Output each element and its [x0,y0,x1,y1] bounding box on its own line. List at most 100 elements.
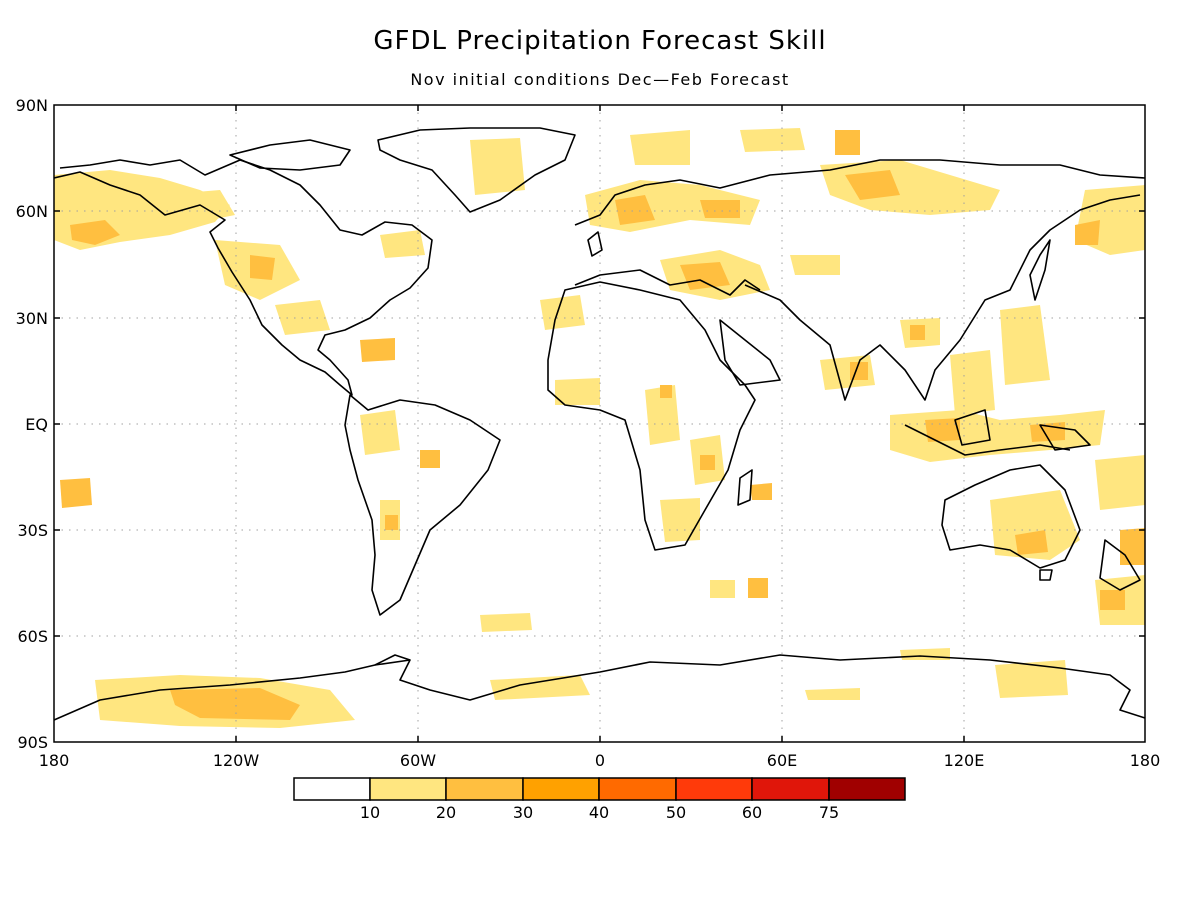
shade-region [995,660,1068,698]
colorbar-swatch [445,777,524,801]
shade-region [900,648,950,660]
shade-region [360,410,400,455]
coastline-japan [1029,239,1051,301]
shade-region [645,385,680,445]
colorbar-swatch [675,777,753,801]
shade-region [680,262,730,290]
colorbar-label: 10 [360,803,380,822]
lon-tick-label: 120W [213,751,260,770]
lon-tick-label: 60W [400,751,436,770]
shade-region [748,578,768,598]
colorbar-swatch [369,777,447,801]
coastline-arctic-islands [229,139,351,171]
tick-marks [54,105,1145,742]
coastline-new-zealand [1099,539,1141,591]
coastline-greenland [377,127,576,213]
colorbar-label: 50 [666,803,686,822]
coastline-australia [941,464,1081,569]
coastline-indonesia [904,424,1071,456]
lat-tick-label: 60S [17,627,48,646]
shade-region [835,130,860,155]
shade-region [160,190,235,225]
lat-tick-label: 30S [17,521,48,540]
coastline-asia [744,194,1141,401]
colorbar-label: 30 [513,803,533,822]
lon-tick-label: 180 [39,751,70,770]
shade-region [70,220,120,245]
shade-region [615,195,655,225]
lon-axis: 180 120W 60W 0 60E 120E 180 [39,751,1161,770]
colorbar-label: 20 [436,803,456,822]
colorbar-swatch [751,777,830,801]
lon-tick-label: 180 [1130,751,1161,770]
coastline-tasmania [1039,569,1053,581]
shade-region [750,483,772,500]
lat-axis: 90N 60N 30N EQ 30S 60S 90S [16,96,48,752]
shade-region [385,515,398,530]
shade-region [555,378,600,405]
coastline-europe [574,159,1145,226]
shade-region [540,295,585,330]
coastline-arabia [719,319,781,386]
shade-region [950,350,995,415]
coastlines [54,127,1145,721]
colorbar-label: 60 [742,803,762,822]
shade-region [630,130,690,165]
colorbar-swatch [598,777,677,801]
shade-region [490,675,590,700]
coastline-madagascar [737,469,753,506]
shade-region [820,160,1000,215]
coastline-europe-south [574,269,761,296]
shade-region [805,688,860,700]
coastline-north-america [54,159,433,396]
shade-region [740,128,805,152]
colorbar-label: 40 [589,803,609,822]
shade-region [845,170,900,200]
lon-tick-label: 60E [767,751,797,770]
shade-region [910,325,925,340]
shade-region [700,200,740,218]
colorbar-swatch [293,777,371,801]
shade-region [790,255,840,275]
shade-region [60,478,92,508]
page-subtitle: Nov initial conditions Dec—Feb Forecast [410,70,790,89]
lat-tick-label: 30N [16,309,48,328]
lat-tick-label: 90S [17,733,48,752]
shade-region [925,418,960,442]
coastline-africa [547,281,756,551]
colorbar-label: 75 [819,803,839,822]
colorbar-swatch [522,777,600,801]
coastline-south-america [344,394,501,616]
shade-region [480,613,532,632]
shade-region [380,230,425,258]
coastline-new-guinea [1039,424,1091,451]
shade-region [1015,530,1048,555]
skill-shading [54,128,1145,728]
shade-region [700,455,715,470]
shade-region [170,688,300,720]
page-title: GFDL Precipitation Forecast Skill [373,26,827,56]
shade-region [660,385,672,398]
coastline-britain [587,231,603,257]
shade-region [1095,455,1145,510]
shade-region [710,580,735,598]
shade-region [660,498,700,542]
shade-region [360,338,395,362]
shade-region [990,490,1080,560]
lat-tick-label: EQ [25,415,48,434]
coastline-antarctic-peninsula [374,654,411,666]
coastline-antarctica [54,654,1145,721]
shade-region [1000,305,1050,385]
colorbar-swatch [828,777,906,801]
shade-region [1120,528,1145,565]
lat-tick-label: 60N [16,202,48,221]
colorbar: 10 20 30 40 50 60 75 [293,777,906,822]
shade-region [250,255,275,280]
shade-region [420,450,440,468]
lon-tick-label: 0 [595,751,605,770]
lon-tick-label: 120E [944,751,985,770]
shade-region [470,138,525,195]
shade-region [1075,220,1100,245]
shade-region [1100,590,1125,610]
